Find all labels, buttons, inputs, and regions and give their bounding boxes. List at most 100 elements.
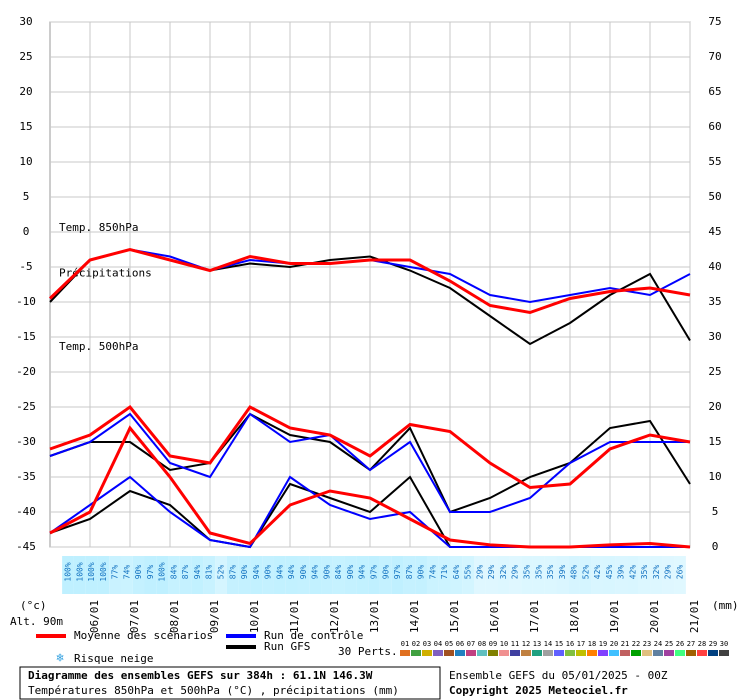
pert-label: 14 xyxy=(544,640,552,648)
pert-swatch xyxy=(664,650,674,656)
pert-swatch xyxy=(587,650,597,656)
x-tick-label: 17/01 xyxy=(528,600,541,633)
copyright: Copyright 2025 Meteociel.fr xyxy=(449,684,628,697)
y-tick-label: -40 xyxy=(16,505,36,518)
pert-swatch xyxy=(455,650,465,656)
pert-label: 21 xyxy=(621,640,629,648)
snow-risk-cell xyxy=(556,556,569,594)
snow-risk-cell xyxy=(332,556,345,594)
snow-risk-label: 35% xyxy=(523,565,532,580)
pert-label: 05 xyxy=(445,640,453,648)
y2-tick-label: 55 xyxy=(708,155,721,168)
x-tick-label: 18/01 xyxy=(568,600,581,633)
y-tick-label: -20 xyxy=(16,365,36,378)
snow-risk-cell xyxy=(250,556,263,594)
snow-risk-cell xyxy=(485,556,498,594)
pert-label: 20 xyxy=(610,640,618,648)
snow-risk-cell xyxy=(191,556,204,594)
snow-risk-cell xyxy=(226,556,239,594)
snow-risk-label: 52% xyxy=(581,565,590,580)
snow-risk-cell xyxy=(474,556,486,594)
y-tick-label: 15 xyxy=(19,120,32,133)
snow-risk-label: 29% xyxy=(475,565,484,580)
pert-label: 23 xyxy=(643,640,651,648)
snow-risk-label: 94% xyxy=(311,565,320,580)
x-tick-label: 13/01 xyxy=(368,600,381,633)
x-tick-label: 12/01 xyxy=(328,600,341,633)
snow-risk-cell xyxy=(638,556,651,594)
pert-label: 25 xyxy=(665,640,673,648)
snow-risk-label: 35% xyxy=(534,565,543,580)
pert-swatch xyxy=(565,650,575,656)
pert-swatch xyxy=(466,650,476,656)
snow-risk-label: 84% xyxy=(334,565,343,580)
pert-swatch xyxy=(620,650,630,656)
snow-risk-cell xyxy=(273,556,286,594)
x-tick-label: 09/01 xyxy=(208,600,221,633)
snow-risk-label: 90% xyxy=(322,565,331,580)
y2-tick-label: 20 xyxy=(708,400,721,413)
snow-risk-label: 32% xyxy=(652,565,661,580)
legend-label: Run de contrôle xyxy=(264,629,363,642)
y2-tick-label: 25 xyxy=(708,365,721,378)
snow-risk-label: 26% xyxy=(676,565,685,580)
legend-label: Moyenne des scénarios xyxy=(74,629,213,642)
legend-label: 30 Perts. xyxy=(338,645,398,658)
y2-axis-label: (mm) xyxy=(712,599,739,612)
pert-label: 09 xyxy=(489,640,497,648)
y2-tick-label: 40 xyxy=(708,260,721,273)
snow-risk-label: 100% xyxy=(64,562,73,581)
y-tick-label: 25 xyxy=(19,50,32,63)
snow-risk-cell xyxy=(215,556,227,594)
snow-risk-label: 100% xyxy=(158,562,167,581)
pert-label: 16 xyxy=(566,640,574,648)
pert-label: 02 xyxy=(412,640,420,648)
pert-label: 13 xyxy=(533,640,541,648)
snow-risk-label: 90% xyxy=(299,565,308,580)
snow-risk-cell xyxy=(238,556,251,594)
pert-swatch xyxy=(433,650,443,656)
snow-risk-label: 90% xyxy=(417,565,426,580)
snow-risk-cell xyxy=(497,556,510,594)
snow-risk-label: 90% xyxy=(264,565,273,580)
snow-risk-cell xyxy=(450,556,463,594)
snow-risk-cell xyxy=(650,556,663,594)
snow-risk-cell xyxy=(97,556,110,594)
pert-swatch xyxy=(598,650,608,656)
snow-risk-label: 100% xyxy=(87,562,96,581)
y-tick-label: -30 xyxy=(16,435,36,448)
snow-risk-label: 87% xyxy=(181,565,190,580)
x-tick-label: 21/01 xyxy=(688,600,701,633)
snow-risk-cell xyxy=(627,556,639,594)
pert-label: 30 xyxy=(720,640,728,648)
pert-label: 06 xyxy=(456,640,464,648)
snow-risk-cell xyxy=(120,556,133,594)
x-tick-label: 16/01 xyxy=(488,600,501,633)
snow-risk-cell xyxy=(544,556,557,594)
y-tick-label: 5 xyxy=(23,190,30,203)
snow-risk-label: 55% xyxy=(464,565,473,580)
snow-risk-label: 42% xyxy=(628,565,637,580)
annotation: Précipitations xyxy=(59,267,152,280)
snow-risk-cell xyxy=(73,556,86,594)
snow-risk-label: 94% xyxy=(287,565,296,580)
y2-tick-label: 0 xyxy=(712,540,719,553)
legend-label: Risque neige xyxy=(74,652,153,665)
pert-label: 22 xyxy=(632,640,640,648)
snow-risk-cell xyxy=(109,556,121,594)
pert-label: 10 xyxy=(500,640,508,648)
snow-risk-cell xyxy=(662,556,675,594)
y-tick-label: -25 xyxy=(16,400,36,413)
snow-risk-label: 90% xyxy=(346,565,355,580)
legend-label: Run GFS xyxy=(264,640,310,653)
pert-swatch xyxy=(609,650,619,656)
y-tick-label: -35 xyxy=(16,470,36,483)
snow-risk-label: 94% xyxy=(252,565,261,580)
snow-risk-cell xyxy=(603,556,616,594)
snow-risk-cell xyxy=(579,556,592,594)
pert-label: 18 xyxy=(588,640,596,648)
snow-risk-label: 64% xyxy=(452,565,461,580)
snow-risk-cell xyxy=(591,556,604,594)
snow-risk-label: 97% xyxy=(393,565,402,580)
pert-label: 01 xyxy=(401,640,409,648)
